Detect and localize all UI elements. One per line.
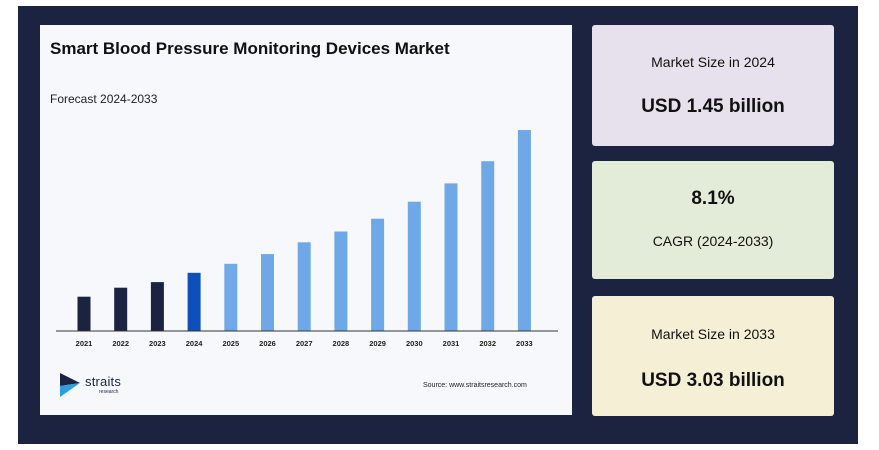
straits-logo: straits research xyxy=(60,371,140,401)
bar-chart: 2021 2022 2023 2024 2025 2026 2027 2028 2029 2030… xyxy=(56,130,558,348)
bar-2022 xyxy=(114,287,128,331)
x-tick-label-2027: 2027 xyxy=(296,339,313,348)
source-note: Source: www.straitsresearch.com xyxy=(423,382,527,389)
bar-2024 xyxy=(187,272,201,331)
bar-2033 xyxy=(517,130,531,331)
market-size-2033-label: Market Size in 2033 xyxy=(651,326,775,342)
logo-text: straits xyxy=(85,374,122,389)
logo-subtext: research xyxy=(99,389,119,395)
bar-2031 xyxy=(444,183,458,331)
bar-2027 xyxy=(297,242,311,331)
x-tick-label-2028: 2028 xyxy=(333,339,350,348)
bar-2029 xyxy=(371,218,385,331)
bar-2026 xyxy=(261,254,274,331)
x-tick-label-2021: 2021 xyxy=(76,339,93,348)
straits-logo-icon xyxy=(60,373,80,397)
market-size-2033-card: Market Size in 2033 USD 3.03 billion xyxy=(592,296,834,416)
x-tick-label-2023: 2023 xyxy=(149,339,166,348)
x-tick-label-2029: 2029 xyxy=(369,339,386,348)
bar-2021 xyxy=(77,296,91,331)
x-tick-label-2032: 2032 xyxy=(479,339,496,348)
x-tick-label-2025: 2025 xyxy=(222,339,239,348)
bar-2030 xyxy=(407,201,421,331)
bar-2025 xyxy=(224,263,238,331)
bar-2028 xyxy=(334,231,348,331)
chart-panel: Smart Blood Pressure Monitoring Devices … xyxy=(40,25,572,415)
market-size-2024-value: USD 1.45 billion xyxy=(641,96,785,117)
x-tick-label-2022: 2022 xyxy=(112,339,129,348)
bar-2023 xyxy=(150,282,164,331)
x-tick-label-2033: 2033 xyxy=(516,339,533,348)
x-tick-label-2030: 2030 xyxy=(406,339,423,348)
x-tick-label-2031: 2031 xyxy=(443,339,460,348)
bar-2032 xyxy=(481,161,495,331)
chart-subtitle: Forecast 2024-2033 xyxy=(50,92,158,106)
cagr-label: CAGR (2024-2033) xyxy=(652,233,774,249)
x-tick-label-2024: 2024 xyxy=(186,339,204,348)
market-size-2024-card: Market Size in 2024 USD 1.45 billion xyxy=(592,25,834,146)
market-size-2024-label: Market Size in 2024 xyxy=(651,54,775,70)
cagr-card: 8.1% CAGR (2024-2033) xyxy=(592,161,834,279)
market-size-2033-value: USD 3.03 billion xyxy=(641,370,785,391)
cagr-value: 8.1% xyxy=(691,188,735,209)
chart-title: Smart Blood Pressure Monitoring Devices … xyxy=(50,39,450,58)
x-tick-label-2026: 2026 xyxy=(259,339,276,348)
